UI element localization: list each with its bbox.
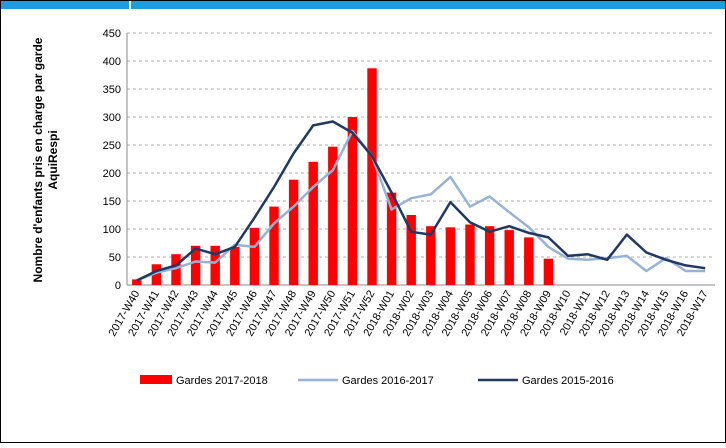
legend-label: Gardes 2017-2018 xyxy=(176,375,268,387)
bar xyxy=(151,264,162,285)
y-tick-label: 350 xyxy=(103,84,121,96)
legend-swatch xyxy=(140,375,172,384)
bar xyxy=(445,227,456,285)
bar xyxy=(465,224,475,285)
y-tick-label: 450 xyxy=(103,28,121,40)
y-tick-label: 0 xyxy=(115,280,121,292)
legend-label: Gardes 2015-2016 xyxy=(522,375,614,387)
bar xyxy=(386,192,397,285)
bar xyxy=(406,215,416,285)
y-tick-label: 300 xyxy=(103,112,121,124)
line-series xyxy=(136,120,706,282)
legend-label: Gardes 2016-2017 xyxy=(342,375,434,387)
bar xyxy=(426,226,436,285)
bar xyxy=(171,254,181,285)
bar xyxy=(210,245,220,285)
y-tick-label: 100 xyxy=(103,224,121,236)
bar xyxy=(230,246,240,285)
y-tick-label: 250 xyxy=(103,140,121,152)
bar xyxy=(347,117,358,285)
bar xyxy=(288,179,299,285)
y-axis-label: AquiRespi xyxy=(46,130,60,189)
y-tick-label: 50 xyxy=(109,252,121,264)
bar xyxy=(484,226,495,285)
bar xyxy=(504,230,514,285)
bar xyxy=(543,258,554,285)
bar xyxy=(328,146,338,285)
y-axis-label: Nombre d'enfants pris en charge par gard… xyxy=(31,37,45,282)
y-tick-label: 150 xyxy=(103,196,121,208)
bar xyxy=(132,279,142,285)
bar xyxy=(367,68,377,285)
bar xyxy=(190,245,201,285)
bar xyxy=(308,161,318,285)
top-strip xyxy=(1,1,725,9)
bar xyxy=(524,237,534,285)
bar xyxy=(269,206,279,285)
y-tick-label: 400 xyxy=(103,56,121,68)
bar xyxy=(249,227,260,285)
y-tick-label: 200 xyxy=(103,168,121,180)
